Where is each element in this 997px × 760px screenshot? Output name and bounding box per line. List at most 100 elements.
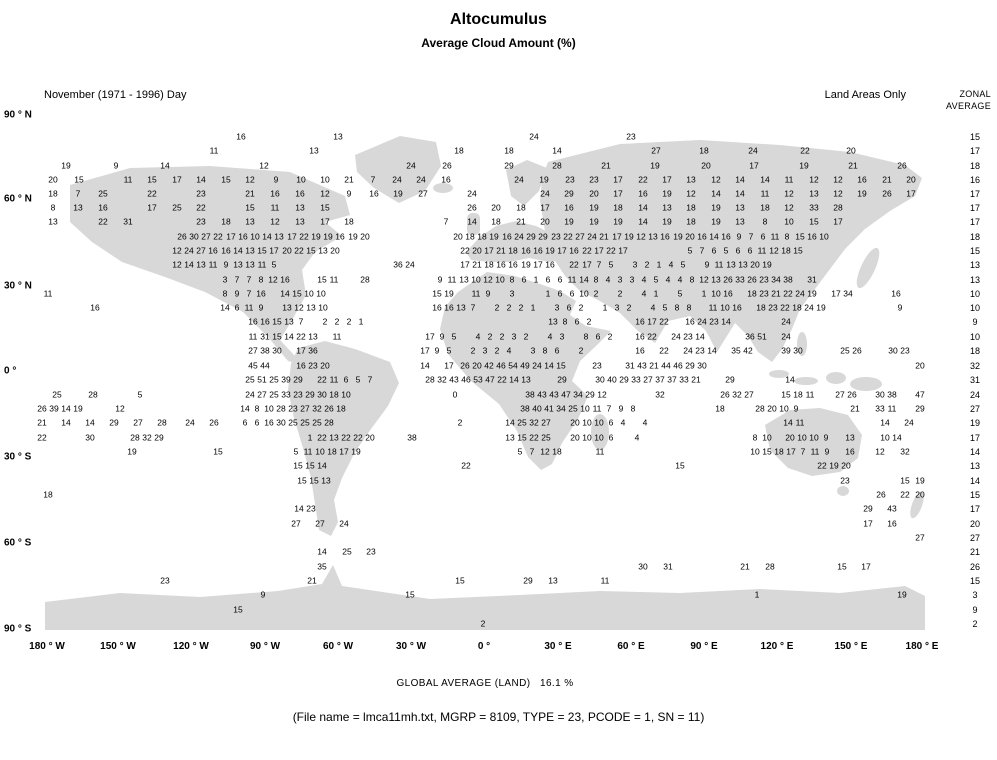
grid-value: 13 xyxy=(282,302,292,313)
grid-value: 27 xyxy=(744,389,754,400)
grid-value: 3 xyxy=(530,345,536,356)
grid-value: 17 xyxy=(861,561,871,572)
grid-value: 16 xyxy=(635,331,645,342)
grid-value: 16 xyxy=(521,245,531,256)
grid-value: 42 xyxy=(743,345,753,356)
grid-value: 20 xyxy=(906,174,916,185)
grid-value: 2 xyxy=(494,345,500,356)
grid-value: 38 xyxy=(783,274,793,285)
grid-value: 6 xyxy=(254,417,260,428)
grid-value: 21 xyxy=(740,561,750,572)
grid-value: 14 xyxy=(711,188,721,199)
scandinavia-landmass xyxy=(506,160,547,206)
grid-value: 19 xyxy=(915,475,925,486)
grid-value: 24 xyxy=(904,417,914,428)
grid-value: 12 xyxy=(686,188,696,199)
grid-value: 22 xyxy=(37,432,47,443)
grid-value: 6 xyxy=(557,274,563,285)
grid-value: 10 xyxy=(315,446,325,457)
grid-value: 16 xyxy=(697,231,707,242)
grid-value: 6 xyxy=(608,417,614,428)
grid-value: 9 xyxy=(258,302,264,313)
grid-value: 43 xyxy=(449,374,459,385)
grid-value: 6 xyxy=(521,274,527,285)
grid-value: 23 xyxy=(589,174,599,185)
grid-value: 14 xyxy=(785,374,795,385)
zonal-average-value: 18 xyxy=(969,346,981,356)
zonal-average-value: 17 xyxy=(969,146,981,156)
grid-value: 2 xyxy=(617,288,623,299)
grid-value: 29 xyxy=(585,389,595,400)
page-subtitle: Average Cloud Amount (%) xyxy=(421,36,576,50)
grid-value: 18 xyxy=(336,403,346,414)
grid-value: 16 xyxy=(685,316,695,327)
grid-value: 9 xyxy=(113,160,119,171)
grid-value: 29 xyxy=(154,432,164,443)
grid-value: 9 xyxy=(273,174,279,185)
grid-value: 24 xyxy=(514,174,524,185)
grid-value: 7 xyxy=(370,174,376,185)
grid-value: 23 xyxy=(160,575,170,586)
grid-value: 11 xyxy=(795,417,805,428)
grid-value: 5 xyxy=(271,259,277,270)
grid-value: 16 xyxy=(264,417,274,428)
grid-value: 13 xyxy=(308,331,318,342)
grid-value: 15 xyxy=(147,174,157,185)
zonal-average-value: 15 xyxy=(969,576,981,586)
grid-value: 16 xyxy=(533,245,543,256)
grid-value: 11 xyxy=(784,174,794,185)
grid-value: 12 xyxy=(268,274,278,285)
grid-value: 4 xyxy=(677,274,683,285)
grid-value: 18 xyxy=(747,288,757,299)
file-info-text: (File name = lmca11mh.txt, MGRP = 8109, … xyxy=(292,710,705,724)
grid-value: 13 xyxy=(726,259,736,270)
zonal-average-value: 15 xyxy=(969,490,981,500)
grid-value: 17 xyxy=(147,202,157,213)
grid-value: 9 xyxy=(793,403,799,414)
grid-value: 6 xyxy=(554,345,560,356)
grid-value: 8 xyxy=(762,216,768,227)
grid-value: 21 xyxy=(37,417,47,428)
grid-value: 14 xyxy=(420,360,430,371)
grid-value: 13 xyxy=(245,216,255,227)
philippines-landmass xyxy=(797,332,807,356)
zonal-average-value: 3 xyxy=(972,590,978,600)
grid-value: 2 xyxy=(480,618,486,629)
grid-value: 19 xyxy=(624,231,634,242)
grid-value: 25 xyxy=(52,389,62,400)
grid-value: 1 xyxy=(656,259,662,270)
grid-value: 15 xyxy=(781,389,791,400)
grid-value: 31 xyxy=(260,331,270,342)
zonal-average-value: 17 xyxy=(969,203,981,213)
grid-value: 19 xyxy=(589,216,599,227)
grid-value: 14 xyxy=(467,216,477,227)
grid-value: 18 xyxy=(792,302,802,313)
grid-value: 20 xyxy=(365,432,375,443)
grid-value: 16 xyxy=(238,231,248,242)
grid-value: 29 xyxy=(619,374,629,385)
zonal-header-line1: ZONAL xyxy=(959,89,991,99)
grid-value: 9 xyxy=(437,274,443,285)
grid-value: 12 xyxy=(711,174,721,185)
grid-value: 47 xyxy=(561,389,571,400)
grid-value: 28 xyxy=(324,417,334,428)
grid-value: 10 xyxy=(250,231,260,242)
grid-value: 32 xyxy=(142,432,152,443)
grid-value: 13 xyxy=(809,188,819,199)
grid-value: 30 xyxy=(793,345,803,356)
zonal-header-line2: AVERAGE xyxy=(946,101,991,111)
grid-value: 3 xyxy=(559,331,565,342)
grid-value: 21 xyxy=(850,403,860,414)
grid-value: 22 xyxy=(569,259,579,270)
grid-value: 23 xyxy=(196,188,206,199)
grid-value: 17 xyxy=(226,231,236,242)
grid-value: 29 xyxy=(564,188,574,199)
japan-landmass xyxy=(856,247,880,289)
grid-value: 22 xyxy=(341,432,351,443)
grid-value: 16 xyxy=(857,174,867,185)
grid-value: 13 xyxy=(686,174,696,185)
grid-value: 13 xyxy=(295,216,305,227)
grid-value: 20 xyxy=(360,231,370,242)
